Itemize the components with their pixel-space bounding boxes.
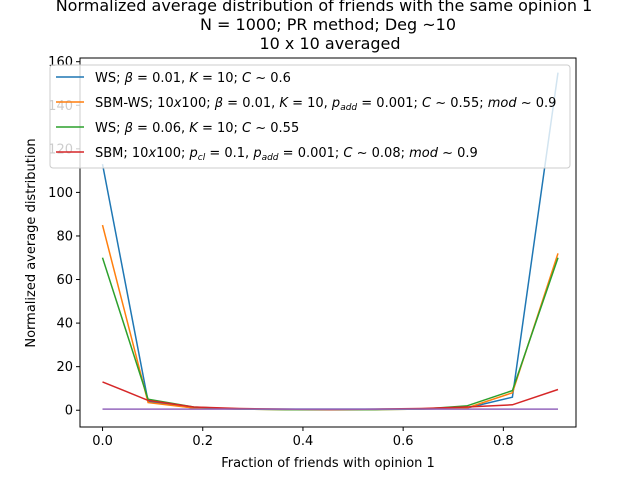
chart-title: Normalized average distribution of frien… <box>56 0 593 53</box>
legend-entry-sbm: SBM; 10x100; pcl = 0.1, padd = 0.001; C … <box>95 146 478 163</box>
title-line-2: N = 1000; PR method; Deg ~10 <box>200 15 456 34</box>
x-tick-label: 0.8 <box>493 434 514 449</box>
x-tick-label: 0.0 <box>92 434 113 449</box>
y-axis-label: Normalized average distribution <box>24 138 39 347</box>
x-axis: 0.0 0.2 0.4 0.6 0.8 <box>92 427 514 449</box>
title-line-3: 10 x 10 averaged <box>259 34 400 53</box>
x-tick-label: 0.6 <box>393 434 414 449</box>
y-tick-label: 40 <box>56 317 73 332</box>
x-tick-label: 0.2 <box>192 434 213 449</box>
legend-entry-ws-beta-006: WS; β = 0.06, K = 10; C ~ 0.55 <box>95 121 299 136</box>
y-tick-label: 100 <box>48 186 73 201</box>
legend-entry-ws-beta-001: WS; β = 0.01, K = 10; C ~ 0.6 <box>95 71 291 86</box>
series-line-1 <box>101 224 559 411</box>
y-tick-label: 60 <box>56 273 73 288</box>
legend: WS; β = 0.01, K = 10; C ~ 0.6 SBM-WS; 10… <box>49 64 571 169</box>
plot-frame <box>79 57 577 428</box>
series-layer <box>101 72 559 411</box>
y-tick-label: 20 <box>56 360 73 375</box>
x-tick-label: 0.4 <box>293 434 314 449</box>
legend-box <box>49 64 571 169</box>
x-axis-label: Fraction of friends with opinion 1 <box>221 456 435 471</box>
title-line-1: Normalized average distribution of frien… <box>56 0 593 15</box>
legend-entry-sbm-ws: SBM-WS; 10x100; β = 0.01, K = 10, padd =… <box>95 96 556 113</box>
y-tick-label: 0 <box>65 404 73 419</box>
y-tick-label: 80 <box>56 229 73 244</box>
series-line-2 <box>101 257 559 411</box>
